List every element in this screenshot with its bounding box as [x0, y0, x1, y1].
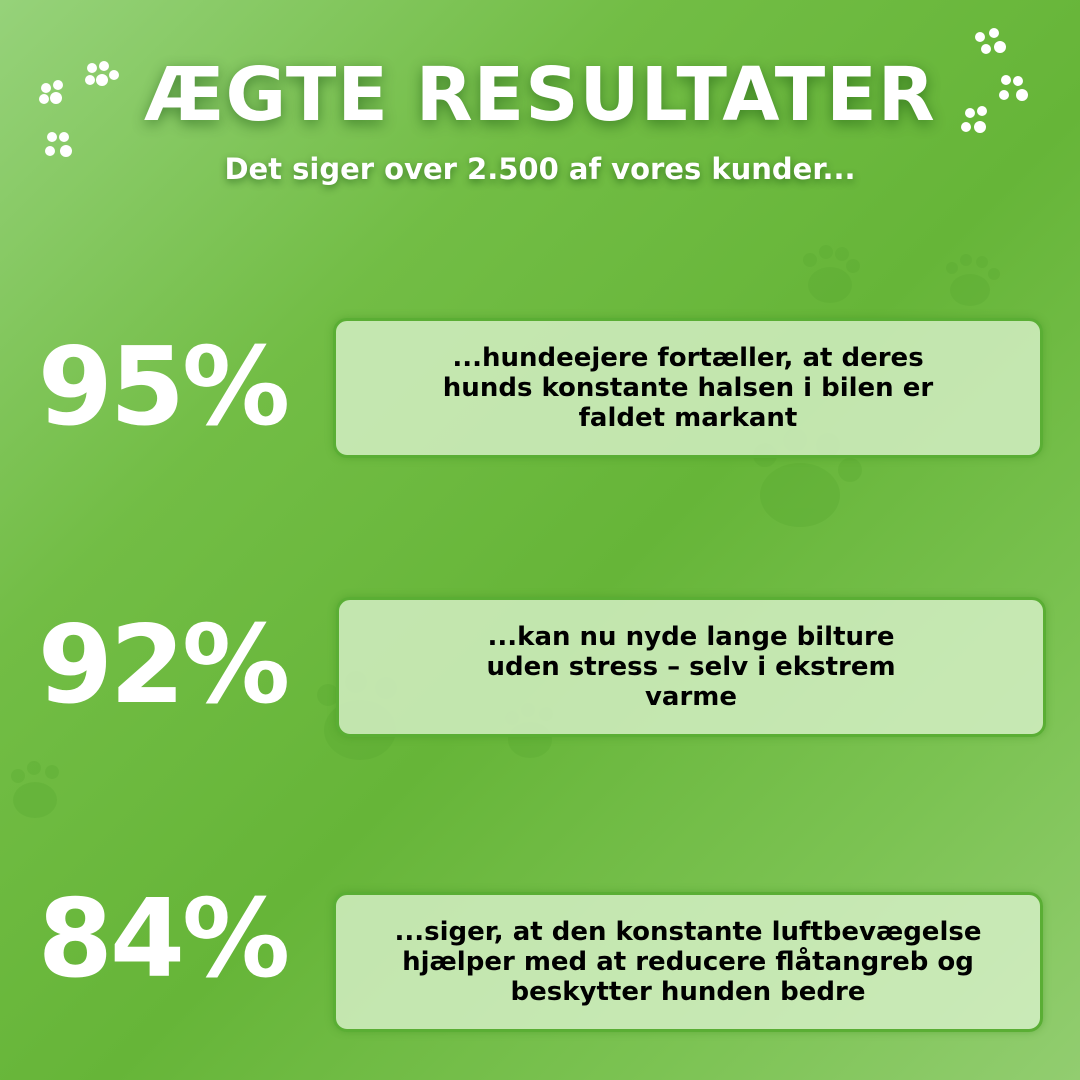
stat-text-1: ...hundeejere fortæller, at deres hunds … — [442, 343, 934, 433]
paw-prints-right-icon — [961, 28, 1028, 133]
stat-percent-3: 84% — [37, 877, 291, 1002]
stat-box-3: ...siger, at den konstante luftbevægelse… — [333, 892, 1043, 1032]
stat-box-2: ...kan nu nyde lange bilture uden stress… — [336, 597, 1046, 737]
stat-percent-2: 92% — [37, 603, 291, 728]
stat-percent-1: 95% — [37, 325, 291, 450]
paw-prints-left-icon — [39, 61, 119, 157]
stat-box-1: ...hundeejere fortæller, at deres hunds … — [333, 318, 1043, 458]
page-subtitle: Det siger over 2.500 af vores kunder... — [224, 152, 856, 186]
stat-text-2: ...kan nu nyde lange bilture uden stress… — [486, 622, 896, 712]
page-title: ÆGTE RESULTATER — [144, 52, 936, 138]
stat-text-3: ...siger, at den konstante luftbevægelse… — [394, 917, 982, 1007]
